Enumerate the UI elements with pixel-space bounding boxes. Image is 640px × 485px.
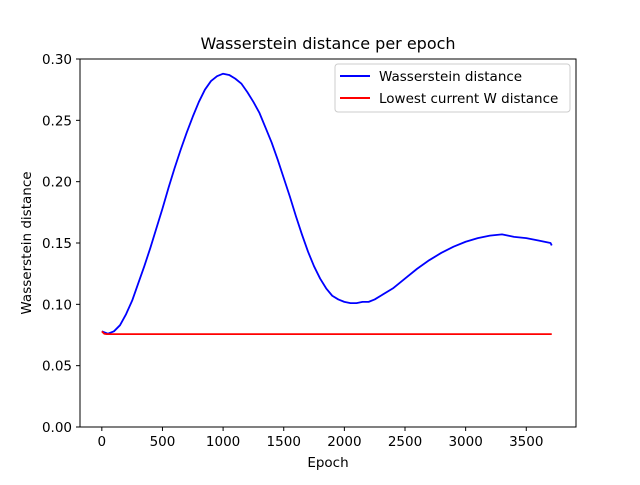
series-line-lowest-current-w-distance — [101, 330, 552, 336]
x-tick-label: 500 — [150, 434, 176, 450]
x-tick-label: 2000 — [327, 434, 361, 450]
y-tick-label: 0.30 — [42, 52, 72, 68]
x-axis-label: Epoch — [307, 455, 348, 471]
x-tick-label: 2500 — [388, 434, 422, 450]
y-tick-label: 0.20 — [42, 175, 72, 191]
legend: Wasserstein distance Lowest current W di… — [334, 63, 571, 113]
y-axis-label: Wasserstein distance — [19, 171, 35, 314]
legend-label-wasserstein-distance: Wasserstein distance — [379, 69, 522, 85]
x-tick-label: 1000 — [206, 434, 240, 450]
x-axis: 0 500 1000 1500 2000 2500 3000 3500 — [98, 427, 543, 450]
y-tick-label: 0.10 — [42, 297, 72, 313]
x-tick-label: 3000 — [448, 434, 482, 450]
legend-label-lowest-current-w-distance: Lowest current W distance — [379, 91, 558, 107]
series-layer — [101, 72, 553, 336]
x-tick-label: 1500 — [267, 434, 301, 450]
y-axis: 0.00 0.05 0.10 0.15 0.20 0.25 0.30 — [42, 52, 80, 436]
y-tick-label: 0.15 — [42, 236, 72, 252]
x-tick-label: 0 — [98, 434, 107, 450]
y-tick-label: 0.25 — [42, 113, 72, 129]
y-tick-label: 0.05 — [42, 359, 72, 375]
x-tick-label: 3500 — [509, 434, 543, 450]
y-tick-label: 0.00 — [42, 420, 72, 436]
chart-title: Wasserstein distance per epoch — [200, 34, 455, 53]
series-line-wasserstein-distance — [101, 72, 553, 335]
legend-box — [334, 63, 571, 113]
